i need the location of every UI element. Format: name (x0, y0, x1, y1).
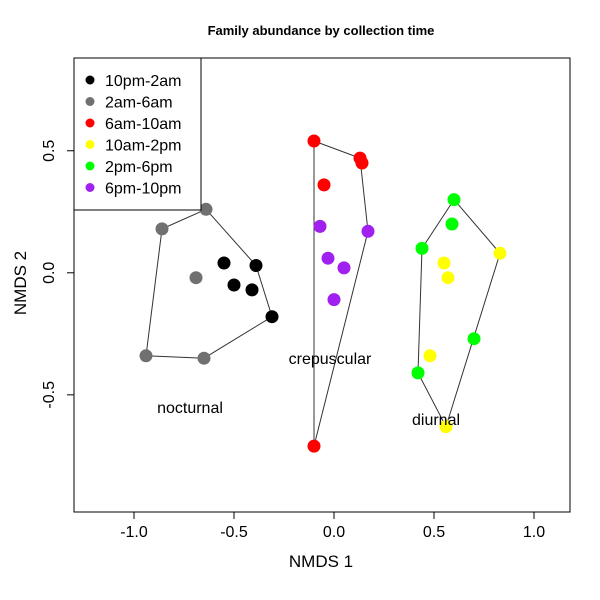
point-2am-6am-1 (155, 222, 169, 236)
x-axis-label: NMDS 1 (289, 552, 353, 571)
point-10am-2pm-1 (437, 256, 451, 270)
legend: 10pm-2am 2am-6am 6am-10am 10am-2pm 2pm-6pm 6p… (73, 57, 202, 211)
points-layer (139, 134, 507, 453)
point-6pm-10pm-1 (321, 251, 335, 265)
point-10pm-2am-3 (249, 259, 263, 272)
legend-label: 6pm-10pm (105, 181, 181, 198)
point-10pm-2am-1 (227, 278, 241, 292)
hull-diurnal (417, 198, 501, 428)
point-6am-10am-1 (317, 178, 331, 192)
point-2pm-6pm-4 (411, 366, 425, 380)
y-axis: -0.5 0.0 0.5 (41, 140, 74, 409)
point-2am-6am-0 (139, 349, 153, 363)
point-10am-2pm-3 (493, 246, 507, 260)
y-tick-label: 0.0 (41, 262, 58, 284)
annotation-diurnal: diurnal (412, 412, 460, 429)
point-10pm-2am-2 (245, 283, 259, 297)
point-2am-6am-3 (197, 351, 211, 365)
annotation-crepuscular: crepuscular (289, 351, 372, 368)
legend-label: 2am-6am (105, 95, 173, 112)
x-tick-label: -1.0 (120, 524, 148, 541)
point-2am-6am-4 (199, 202, 213, 216)
y-axis-label: NMDS 2 (11, 251, 30, 315)
point-10pm-2am-4 (265, 310, 279, 324)
point-6pm-10pm-0 (313, 219, 327, 233)
point-6pm-10pm-2 (337, 261, 351, 275)
x-tick-label: 1.0 (523, 524, 545, 541)
legend-marker-6pm-10pm (85, 183, 95, 192)
point-6am-10am-0 (307, 134, 321, 148)
point-6am-10am-4 (307, 439, 321, 453)
legend-label: 6am-10am (105, 116, 181, 133)
x-tick-label: -0.5 (220, 524, 248, 541)
point-2pm-6pm-0 (415, 241, 429, 255)
point-6pm-10pm-4 (361, 224, 375, 238)
point-6am-10am-3 (355, 156, 369, 170)
point-10am-2pm-2 (441, 271, 455, 285)
legend-marker-2am-6am (85, 97, 95, 106)
y-tick-label: 0.5 (41, 140, 58, 162)
point-2pm-6pm-1 (445, 217, 459, 231)
point-10pm-2am-0 (217, 256, 231, 270)
point-10am-2pm-4 (439, 420, 453, 434)
x-axis: -1.0 -0.5 0.0 0.5 1.0 (120, 512, 545, 541)
point-10am-2pm-0 (423, 349, 437, 363)
legend-label: 10pm-2am (105, 73, 181, 90)
x-tick-label: 0.0 (323, 524, 345, 541)
legend-marker-6am-10am (85, 118, 95, 128)
legend-marker-10pm-2am (85, 75, 95, 85)
annotation-nocturnal: nocturnal (157, 400, 223, 417)
annotations-layer: nocturnal crepuscular diurnal (157, 351, 460, 429)
y-tick-label: -0.5 (41, 381, 58, 409)
point-6pm-10pm-3 (327, 293, 341, 307)
legend-marker-10am-2pm (85, 140, 95, 149)
chart-title: Family abundance by collection time (208, 23, 435, 38)
point-2pm-6pm-3 (467, 332, 481, 346)
legend-marker-2pm-6pm (85, 161, 95, 171)
legend-label: 10am-2pm (105, 138, 181, 155)
point-2am-6am-2 (189, 271, 203, 285)
x-tick-label: 0.5 (423, 524, 445, 541)
legend-box (73, 57, 202, 211)
point-2pm-6pm-2 (447, 193, 461, 207)
plot-frame (73, 57, 571, 513)
legend-label: 2pm-6pm (105, 159, 173, 176)
